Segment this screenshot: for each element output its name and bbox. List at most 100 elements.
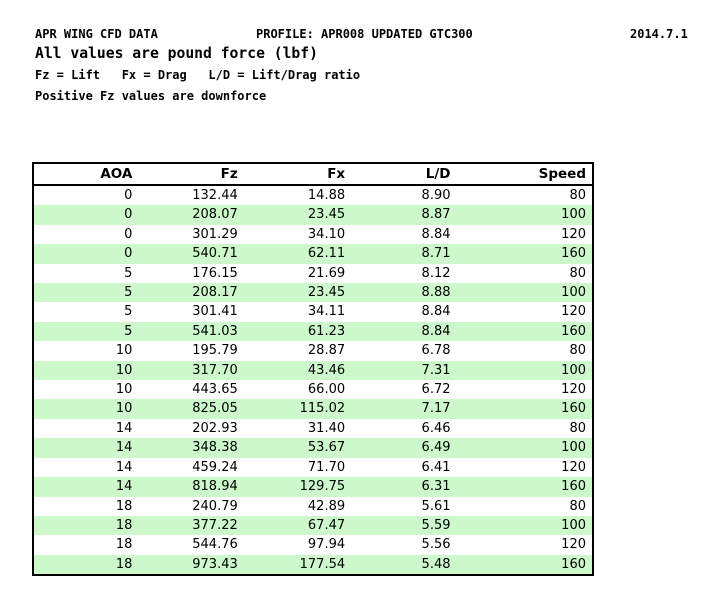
table-row: 10 317.70 43.46 7.31 100 bbox=[33, 360, 593, 381]
table-cell: 100 bbox=[456, 283, 593, 303]
units-subtitle: All values are pound force (lbf) bbox=[35, 45, 318, 62]
table-cell: 5 bbox=[33, 283, 139, 303]
table-cell: 61.23 bbox=[243, 321, 352, 342]
table-cell: 120 bbox=[456, 224, 593, 245]
table-row: 14 202.93 31.40 6.46 80 bbox=[33, 418, 593, 439]
table-cell: 208.07 bbox=[138, 205, 244, 225]
table-cell: 28.87 bbox=[243, 341, 352, 361]
table-cell: 120 bbox=[456, 380, 593, 400]
table-cell: 8.12 bbox=[351, 263, 457, 284]
table-cell: 100 bbox=[456, 438, 593, 458]
table-row: 5 208.17 23.45 8.88 100 bbox=[33, 283, 593, 303]
table-row: 5 176.15 21.69 8.12 80 bbox=[33, 263, 593, 284]
column-header-aoa: AOA bbox=[33, 163, 139, 186]
table-cell: 53.67 bbox=[243, 438, 352, 458]
table-cell: 160 bbox=[456, 477, 593, 497]
table-row: 10 443.65 66.00 6.72 120 bbox=[33, 380, 593, 400]
doc-date: 2014.7.1 bbox=[630, 27, 688, 41]
doc-title: APR WING CFD DATA bbox=[35, 27, 158, 41]
table-cell: 10 bbox=[33, 341, 139, 361]
table-cell: 67.47 bbox=[243, 515, 352, 536]
table-cell: 115.02 bbox=[243, 399, 352, 419]
table-cell: 348.38 bbox=[138, 438, 244, 458]
table-row: 10 825.05 115.02 7.17 160 bbox=[33, 399, 593, 419]
column-header-speed: Speed bbox=[456, 163, 593, 186]
table-cell: 6.31 bbox=[351, 477, 457, 497]
table-row: 10 195.79 28.87 6.78 80 bbox=[33, 341, 593, 361]
table-cell: 120 bbox=[456, 535, 593, 555]
title-line: APR WING CFD DATA PROFILE: APR008 UPDATE… bbox=[0, 27, 720, 43]
table-row: 18 377.22 67.47 5.59 100 bbox=[33, 515, 593, 536]
table-row: 14 348.38 53.67 6.49 100 bbox=[33, 438, 593, 458]
table-cell: 6.41 bbox=[351, 457, 457, 478]
table-cell: 0 bbox=[33, 205, 139, 225]
table-cell: 14 bbox=[33, 457, 139, 478]
table-cell: 71.70 bbox=[243, 457, 352, 478]
table-cell: 21.69 bbox=[243, 263, 352, 284]
table-row: 5 541.03 61.23 8.84 160 bbox=[33, 321, 593, 342]
table-cell: 7.17 bbox=[351, 399, 457, 419]
table-cell: 18 bbox=[33, 515, 139, 536]
table-cell: 202.93 bbox=[138, 418, 244, 439]
table-cell: 160 bbox=[456, 554, 593, 576]
table-row: 5 301.41 34.11 8.84 120 bbox=[33, 302, 593, 322]
table-row: 0 132.44 14.88 8.90 80 bbox=[33, 185, 593, 206]
table-cell: 120 bbox=[456, 457, 593, 478]
table-cell: 62.11 bbox=[243, 244, 352, 264]
table-cell: 317.70 bbox=[138, 360, 244, 381]
table-cell: 160 bbox=[456, 321, 593, 342]
table-cell: 80 bbox=[456, 418, 593, 439]
table-cell: 377.22 bbox=[138, 515, 244, 536]
table-cell: 8.88 bbox=[351, 283, 457, 303]
table-cell: 240.79 bbox=[138, 496, 244, 516]
table-cell: 544.76 bbox=[138, 535, 244, 555]
table-cell: 5.61 bbox=[351, 496, 457, 516]
table-cell: 301.41 bbox=[138, 302, 244, 322]
table-cell: 80 bbox=[456, 185, 593, 206]
table-row: 18 544.76 97.94 5.56 120 bbox=[33, 535, 593, 555]
table-cell: 23.45 bbox=[243, 205, 352, 225]
table-cell: 120 bbox=[456, 302, 593, 322]
table-cell: 66.00 bbox=[243, 380, 352, 400]
table-cell: 14 bbox=[33, 438, 139, 458]
table-cell: 5 bbox=[33, 321, 139, 342]
table-cell: 43.46 bbox=[243, 360, 352, 381]
table-cell: 14.88 bbox=[243, 185, 352, 206]
table-cell: 8.84 bbox=[351, 321, 457, 342]
table-cell: 7.31 bbox=[351, 360, 457, 381]
table-cell: 177.54 bbox=[243, 554, 352, 576]
table-cell: 31.40 bbox=[243, 418, 352, 439]
table-cell: 0 bbox=[33, 185, 139, 206]
column-header-fx: Fx bbox=[243, 163, 352, 186]
table-cell: 443.65 bbox=[138, 380, 244, 400]
table-cell: 301.29 bbox=[138, 224, 244, 245]
table-cell: 6.72 bbox=[351, 380, 457, 400]
table-cell: 80 bbox=[456, 496, 593, 516]
table-cell: 0 bbox=[33, 224, 139, 245]
table-cell: 100 bbox=[456, 360, 593, 381]
table-header-row: AOA Fz Fx L/D Speed bbox=[33, 163, 593, 186]
table-cell: 541.03 bbox=[138, 321, 244, 342]
table-cell: 18 bbox=[33, 535, 139, 555]
table-cell: 8.84 bbox=[351, 224, 457, 245]
table-row: 0 540.71 62.11 8.71 160 bbox=[33, 244, 593, 264]
table-cell: 8.71 bbox=[351, 244, 457, 264]
table-cell: 825.05 bbox=[138, 399, 244, 419]
profile-label: PROFILE: APR008 UPDATED GTC300 bbox=[256, 27, 473, 41]
table-cell: 97.94 bbox=[243, 535, 352, 555]
table-cell: 5.48 bbox=[351, 554, 457, 576]
table-cell: 18 bbox=[33, 554, 139, 576]
column-header-fz: Fz bbox=[138, 163, 244, 186]
table-cell: 0 bbox=[33, 244, 139, 264]
table-cell: 34.10 bbox=[243, 224, 352, 245]
table-cell: 160 bbox=[456, 399, 593, 419]
table-cell: 23.45 bbox=[243, 283, 352, 303]
table-row: 0 208.07 23.45 8.87 100 bbox=[33, 205, 593, 225]
table-cell: 10 bbox=[33, 380, 139, 400]
table-cell: 5 bbox=[33, 302, 139, 322]
table-body: 0 132.44 14.88 8.90 80 0 208.07 23.45 8.87 100 0 30… bbox=[33, 185, 593, 576]
table-cell: 818.94 bbox=[138, 477, 244, 497]
table-cell: 5.56 bbox=[351, 535, 457, 555]
table-cell: 10 bbox=[33, 360, 139, 381]
